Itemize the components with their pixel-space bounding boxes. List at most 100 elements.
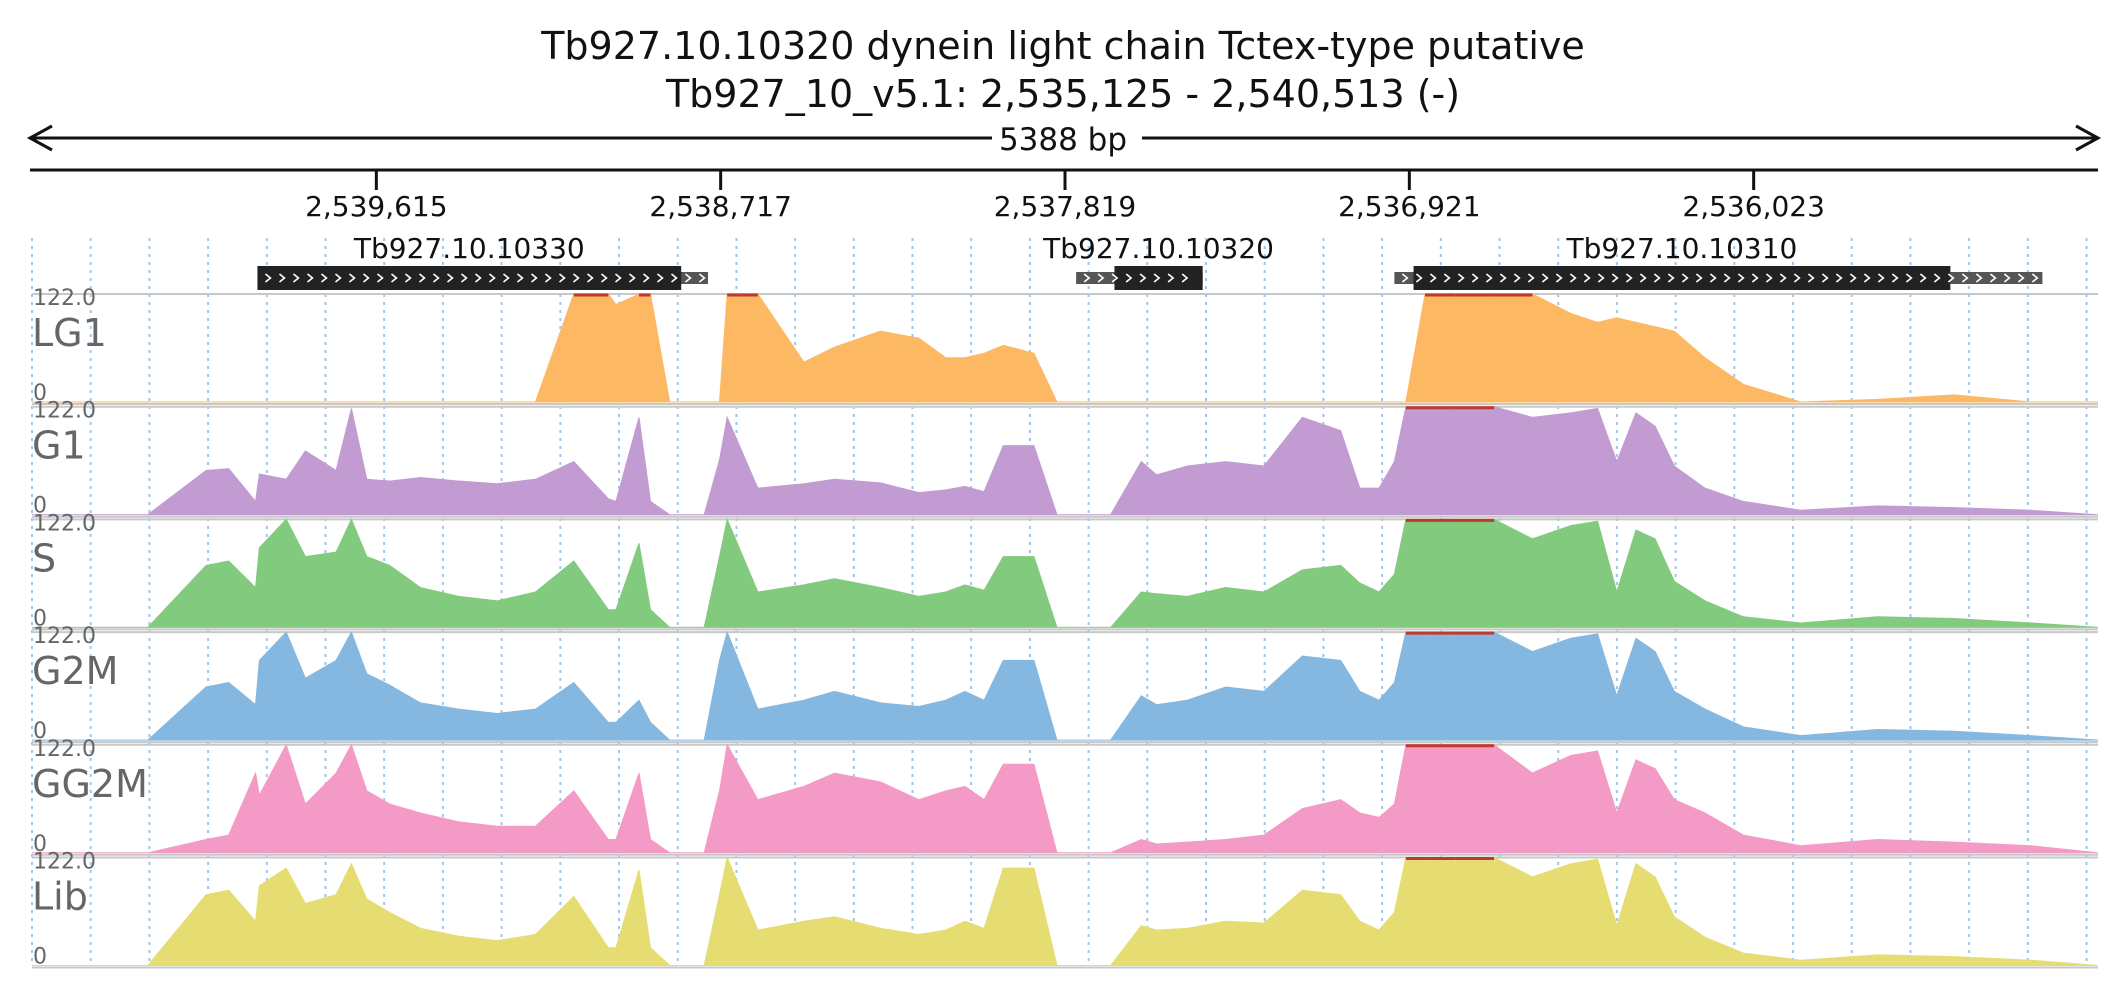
strand-arrow xyxy=(334,273,342,283)
strand-arrow xyxy=(1625,273,1633,283)
strand-arrow xyxy=(642,273,650,283)
span-label: 5388 bp xyxy=(999,122,1127,158)
track-min-label: 0 xyxy=(33,719,47,744)
strand-arrow xyxy=(1933,273,1941,283)
strand-arrow xyxy=(1695,273,1703,283)
strand-arrow xyxy=(1457,273,1465,283)
track-name: S xyxy=(32,536,56,580)
strand-arrow xyxy=(684,273,692,283)
track-min-label: 0 xyxy=(33,606,47,631)
strand-arrow xyxy=(558,273,566,283)
track-min-label: 0 xyxy=(33,945,47,970)
strand-arrow xyxy=(2003,273,2011,283)
strand-arrow xyxy=(502,273,510,283)
strand-arrow xyxy=(1443,273,1451,283)
strand-arrow xyxy=(278,273,286,283)
chart-subtitle: Tb927_10_v5.1: 2,535,125 - 2,540,513 (-) xyxy=(665,72,1461,116)
chart-title: Tb927.10.10320 dynein light chain Tctex-… xyxy=(541,24,1585,68)
strand-arrow xyxy=(306,273,314,283)
ruler-tick-label: 2,539,615 xyxy=(305,190,448,223)
strand-arrow xyxy=(600,273,608,283)
strand-arrow xyxy=(292,273,300,283)
strand-arrow xyxy=(1167,273,1175,283)
strand-arrow xyxy=(614,273,622,283)
strand-arrow xyxy=(1849,273,1857,283)
strand-arrow xyxy=(544,273,552,283)
strand-arrow xyxy=(1737,273,1745,283)
strand-arrow xyxy=(1793,273,1801,283)
coverage-area xyxy=(32,743,2099,854)
ruler-tick-label: 2,536,023 xyxy=(1682,190,1825,223)
strand-arrow xyxy=(1097,273,1105,283)
track-max-label: 122.0 xyxy=(33,399,96,424)
span-arrow: 5388 bp xyxy=(26,122,2102,158)
gene: Tb927.10.10320 xyxy=(1042,232,1274,290)
strand-arrow xyxy=(656,273,664,283)
strand-arrow xyxy=(390,273,398,283)
gene-label: Tb927.10.10320 xyxy=(1042,232,1274,265)
strand-arrow xyxy=(1583,273,1591,283)
strand-arrow xyxy=(264,273,272,283)
strand-arrow xyxy=(1961,273,1969,283)
strand-arrow xyxy=(1513,273,1521,283)
gene-label: Tb927.10.10310 xyxy=(1566,232,1798,265)
strand-arrow xyxy=(1709,273,1717,283)
gene-cds-bar xyxy=(1413,266,1951,290)
track-name: G2M xyxy=(32,649,118,693)
track-g1: 122.0G1 0 xyxy=(32,399,2099,519)
strand-arrow xyxy=(320,273,328,283)
ruler: 2,539,615 2,538,717 2,537,819 2,536,921 2,53… xyxy=(30,168,2098,223)
track-max-label: 122.0 xyxy=(33,286,96,311)
strand-arrow xyxy=(1597,273,1605,283)
strand-arrow xyxy=(628,273,636,283)
span-arrow-head-left xyxy=(26,124,53,152)
gene-cds-bar xyxy=(257,266,682,290)
strand-arrow xyxy=(1611,273,1619,283)
strand-arrow xyxy=(1779,273,1787,283)
strand-arrow xyxy=(348,273,356,283)
strand-arrow xyxy=(1835,273,1843,283)
strand-arrow xyxy=(1667,273,1675,283)
track-max-label: 122.0 xyxy=(33,737,96,762)
strand-arrow xyxy=(1681,273,1689,283)
strand-arrow xyxy=(1863,273,1871,283)
track-s: 122.0S 0 xyxy=(32,511,2099,631)
strand-arrow xyxy=(1527,273,1535,283)
strand-arrow xyxy=(1415,273,1423,283)
strand-arrow xyxy=(1975,273,1983,283)
strand-arrow xyxy=(404,273,412,283)
strand-arrow xyxy=(1751,273,1759,283)
strand-arrow xyxy=(1639,273,1647,283)
strand-arrow xyxy=(530,273,538,283)
strand-arrow xyxy=(1877,273,1885,283)
ruler-tick-label: 2,538,717 xyxy=(649,190,792,223)
strand-arrow xyxy=(418,273,426,283)
gene-label: Tb927.10.10330 xyxy=(353,232,585,265)
strand-arrow xyxy=(2031,273,2039,283)
ruler-tick-label: 2,537,819 xyxy=(994,190,1137,223)
strand-arrow xyxy=(1653,273,1661,283)
strand-arrow xyxy=(1153,273,1161,283)
span-arrow-head-right xyxy=(2075,124,2102,152)
strand-arrow xyxy=(376,273,384,283)
gene: Tb927.10.10330 xyxy=(257,232,709,290)
strand-arrow xyxy=(1905,273,1913,283)
strand-arrow xyxy=(1485,273,1493,283)
gene: Tb927.10.10310 xyxy=(1394,232,2043,290)
strand-arrow xyxy=(1765,273,1773,283)
strand-arrow xyxy=(670,273,678,283)
strand-arrow xyxy=(1891,273,1899,283)
track-min-label: 0 xyxy=(33,494,47,519)
coverage-area xyxy=(32,855,2099,966)
track-min-label: 0 xyxy=(33,832,47,857)
strand-arrow xyxy=(1569,273,1577,283)
track-name: Lib xyxy=(32,875,88,919)
strand-arrow xyxy=(432,273,440,283)
strand-arrow xyxy=(2017,273,2025,283)
strand-arrow xyxy=(586,273,594,283)
